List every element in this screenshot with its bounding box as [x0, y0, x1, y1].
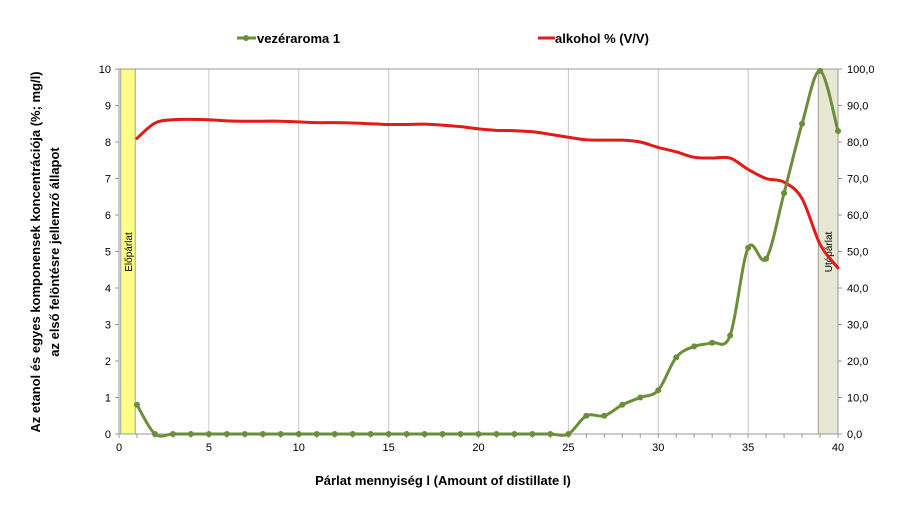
series-point-0: [241, 431, 248, 437]
legend-label-alcohol: alkohol % (V/V): [555, 31, 649, 46]
series-point-0: [313, 431, 320, 437]
series-point-0: [151, 431, 158, 437]
y-left-tick-label: 2: [105, 356, 111, 368]
y-right-tick-label: 0,0: [847, 429, 862, 441]
x-tick-label: 5: [206, 442, 212, 454]
y-right-tick-label: 80,0: [847, 137, 868, 149]
series-point-0: [637, 394, 644, 401]
y-right-tick-label: 30,0: [847, 320, 868, 332]
series-point-0: [655, 387, 662, 394]
series-point-0: [601, 412, 608, 419]
grid: [208, 69, 749, 434]
y-right-tick-label: 60,0: [847, 210, 868, 222]
y-left-tick-label: 5: [105, 247, 111, 259]
y-axis-title-2: az első felöntésre jellemző állapot: [47, 147, 62, 357]
series-point-0: [295, 431, 302, 437]
y-left-tick-label: 4: [105, 283, 111, 295]
y-right-tick-label: 20,0: [847, 356, 868, 368]
series-point-0: [277, 431, 284, 437]
series-line-1: [135, 117, 840, 270]
series-point-0: [367, 431, 374, 437]
y-right-tick-label: 50,0: [847, 247, 868, 259]
x-tick-label: 15: [383, 442, 395, 454]
series-point-0: [745, 244, 752, 251]
series-point-0: [457, 431, 464, 437]
series-point-0: [169, 431, 176, 437]
series-point-0: [619, 401, 626, 408]
y-left-tick-label: 9: [105, 101, 111, 113]
series-point-0: [223, 431, 230, 437]
series-point-0: [709, 339, 716, 346]
y-left-tick-label: 3: [105, 320, 111, 332]
y-left-tick-label: 7: [105, 174, 111, 186]
series-point-0: [529, 431, 536, 437]
x-axis-title: Párlat mennyiség l (Amount of distillate…: [315, 473, 571, 488]
x-tick-label: 25: [562, 442, 574, 454]
series-point-0: [259, 431, 266, 437]
series-point-0: [349, 431, 356, 437]
series-point-0: [763, 255, 770, 262]
y-axis-right-ticks: 0,0 10,0 20,0 30,0 40,0 50,0 60,0 70,0 80,0 90,0 1…: [838, 64, 875, 441]
series-point-0: [547, 431, 554, 437]
series-point-0: [511, 431, 518, 437]
y-right-tick-label: 10,0: [847, 393, 868, 405]
x-tick-label: 20: [472, 442, 484, 454]
series-line-0: [135, 69, 840, 438]
series-point-0: [403, 431, 410, 437]
y-left-tick-label: 8: [105, 137, 111, 149]
x-tick-label: 35: [742, 442, 754, 454]
y-axis-title: Az etanol és egyes komponensek koncentrá…: [28, 71, 43, 432]
y-right-tick-label: 40,0: [847, 283, 868, 295]
y-right-tick-label: 100,0: [847, 64, 875, 76]
y-left-tick-label: 6: [105, 210, 111, 222]
series-point-0: [331, 431, 338, 437]
series-point-0: [817, 67, 824, 74]
series-point-0: [385, 431, 392, 437]
series-point-0: [583, 412, 590, 419]
x-tick-label: 10: [293, 442, 305, 454]
series-point-0: [187, 431, 194, 437]
series-point-0: [421, 431, 428, 437]
series-point-0: [835, 128, 841, 135]
region-bands: Előpárlat Utópárlat: [120, 68, 839, 435]
y-right-tick-label: 90,0: [847, 101, 868, 113]
series-point-0: [439, 431, 446, 437]
y-axis-left-ticks: 0 1 2 3 4 5 6 7 8 9 10: [99, 64, 119, 441]
series-point-0: [133, 401, 140, 408]
band-label-1: Utópárlat: [824, 231, 835, 272]
series-point-0: [475, 431, 482, 437]
series-point-0: [673, 354, 680, 361]
y-right-tick-label: 70,0: [847, 174, 868, 186]
legend-marker-aroma: [243, 35, 249, 41]
y-left-tick-label: 1: [105, 393, 111, 405]
series-group: [133, 67, 841, 438]
series-point-0: [565, 431, 572, 437]
series-point-0: [205, 431, 212, 437]
x-tick-label: 40: [832, 442, 844, 454]
series-point-0: [727, 332, 734, 339]
y-left-tick-label: 0: [105, 429, 111, 441]
series-point-0: [493, 431, 500, 437]
series-point-0: [691, 343, 698, 350]
legend: vezéraroma 1 alkohol % (V/V): [237, 31, 649, 46]
x-axis-ticks: 0 5 10 15 20 25 30 35 40: [116, 434, 844, 454]
legend-label-aroma: vezéraroma 1: [257, 31, 340, 46]
y-left-tick-label: 10: [99, 64, 111, 76]
x-tick-label: 30: [652, 442, 664, 454]
x-tick-label: 0: [116, 442, 122, 454]
series-point-0: [781, 190, 788, 197]
series-point-0: [799, 120, 806, 127]
band-label-0: Előpárlat: [124, 232, 135, 272]
